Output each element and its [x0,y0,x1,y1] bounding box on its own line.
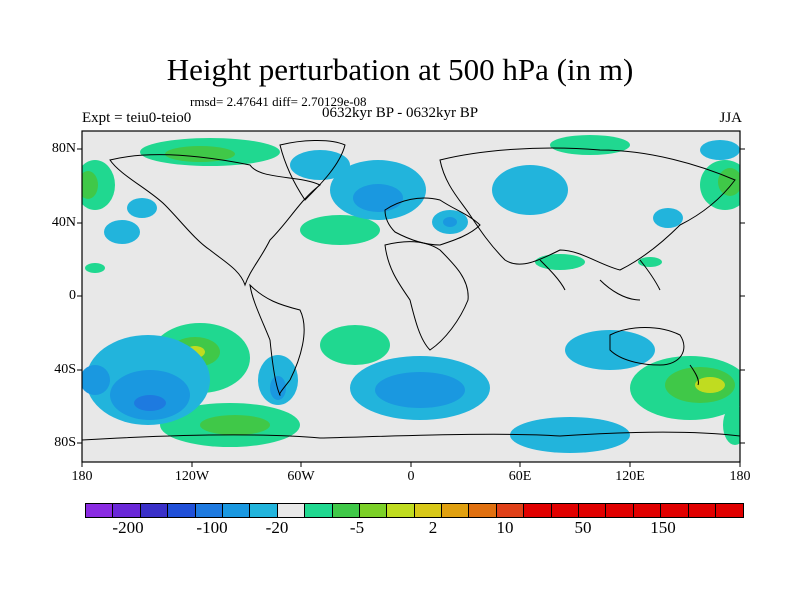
stats-text: rmsd= 2.47641 diff= 2.70129e-08 [190,94,367,109]
colorbar-swatch [332,504,360,517]
colorbar-swatch [195,504,223,517]
lat-tick-label: 80N [51,141,76,156]
lon-tick-label: 120E [615,469,645,484]
season-label: JJA [719,110,742,126]
colorbar-swatch [168,504,196,517]
colorbar-label: -20 [265,518,289,537]
colorbar-swatch [277,504,306,517]
colorbar-swatch [496,504,525,517]
colorbar-label: -100 [196,518,228,537]
colorbar-swatch [661,504,689,517]
lat-tick-label: 40S [54,362,76,377]
colorbar-swatch [688,504,716,517]
map-title: Height perturbation at 500 hPa (in m) [166,52,634,87]
colorbar-swatch [222,504,251,517]
experiment-label: Expt = teiu0-teio0 [82,110,192,126]
lon-tick-label: 180 [71,469,93,484]
colorbar-swatch [606,504,634,517]
lat-tick-label: 80S [54,435,76,450]
colorbar-swatch [387,504,415,517]
lon-tick-label: 0 [407,469,415,484]
axis-ticks [77,148,745,467]
colorbar-swatch [113,504,141,517]
lon-tick-label: 60W [287,469,315,484]
coastlines [82,139,740,441]
lon-tick-label: 60E [508,469,532,484]
period-label: 0632kyr BP - 0632kyr BP [322,105,479,121]
colorbar-swatch [86,504,114,517]
colorbar-swatch [442,504,470,517]
colorbar-swatch [414,504,443,517]
colorbar-label: 50 [574,518,592,537]
colorbar [85,503,745,518]
lon-tick-label: 180 [729,469,751,484]
lon-tick-label: 120W [174,469,210,484]
colorbar-swatch [469,504,497,517]
colorbar-swatch [305,504,333,517]
colorbar-swatch [524,504,552,517]
colorbar-swatch [579,504,607,517]
colorbar-swatch [551,504,580,517]
colorbar-label: 10 [496,518,514,537]
colorbar-label: -5 [349,518,365,537]
colorbar-label: -200 [112,518,144,537]
colorbar-swatch [633,504,662,517]
lat-tick-label: 40N [51,215,76,230]
colorbar-swatch [250,504,278,517]
colorbar-swatch [715,504,744,517]
lat-tick-label: 0 [69,288,76,303]
colorbar-label: 2 [428,518,438,537]
contour-fields [82,135,740,453]
colorbar-label: 150 [650,518,676,537]
colorbar-swatch [140,504,169,517]
colorbar-swatch [359,504,388,517]
